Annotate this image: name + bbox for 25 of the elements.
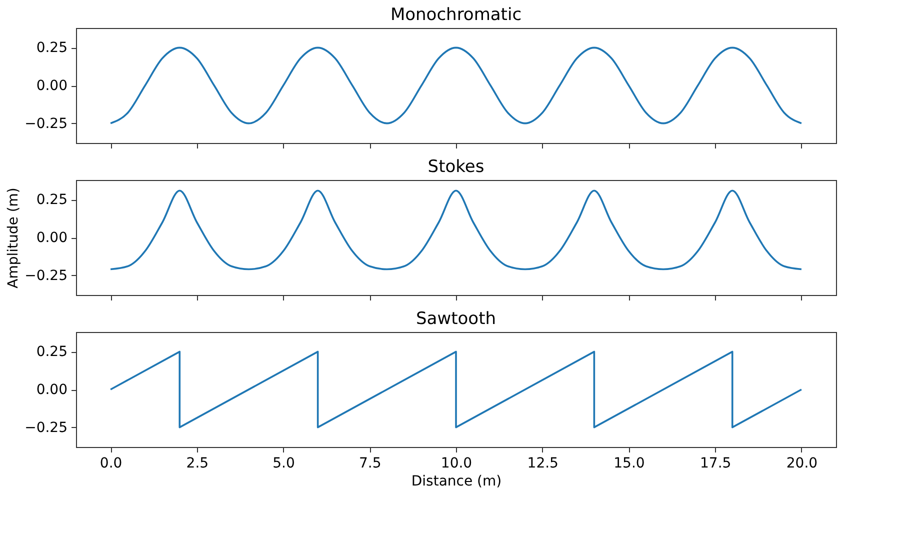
y-tick-label: 0.00 <box>36 382 68 398</box>
x-tick-label: 12.5 <box>527 456 558 472</box>
x-tick-label: 5.0 <box>272 456 295 472</box>
chart-title: Monochromatic <box>390 5 522 25</box>
y-tick-label: −0.25 <box>24 116 68 132</box>
x-tick-label: 2.5 <box>186 456 209 472</box>
x-tick-label: 7.5 <box>359 456 382 472</box>
x-tick-label: 10.0 <box>440 456 472 472</box>
y-tick-label: 0.00 <box>36 78 68 94</box>
y-tick-label: 0.25 <box>36 344 68 360</box>
y-tick-label: 0.00 <box>36 230 68 246</box>
y-tick-label: −0.25 <box>24 420 68 436</box>
x-tick-label: 17.5 <box>700 456 732 472</box>
chart-title: Sawtooth <box>416 309 496 329</box>
chart-title: Stokes <box>428 157 484 177</box>
line-series <box>110 190 802 270</box>
y-tick-label: 0.25 <box>36 192 68 208</box>
x-tick-label: 15.0 <box>614 456 645 472</box>
x-tick-label: 20.0 <box>786 456 818 472</box>
y-tick-label: −0.25 <box>24 268 68 284</box>
y-tick-label: 0.25 <box>36 40 68 56</box>
line-series <box>110 46 802 124</box>
y-axis-title: Amplitude (m) <box>6 188 22 288</box>
x-tick-label: 0.0 <box>100 456 122 472</box>
x-axis-title: Distance (m) <box>411 474 502 490</box>
